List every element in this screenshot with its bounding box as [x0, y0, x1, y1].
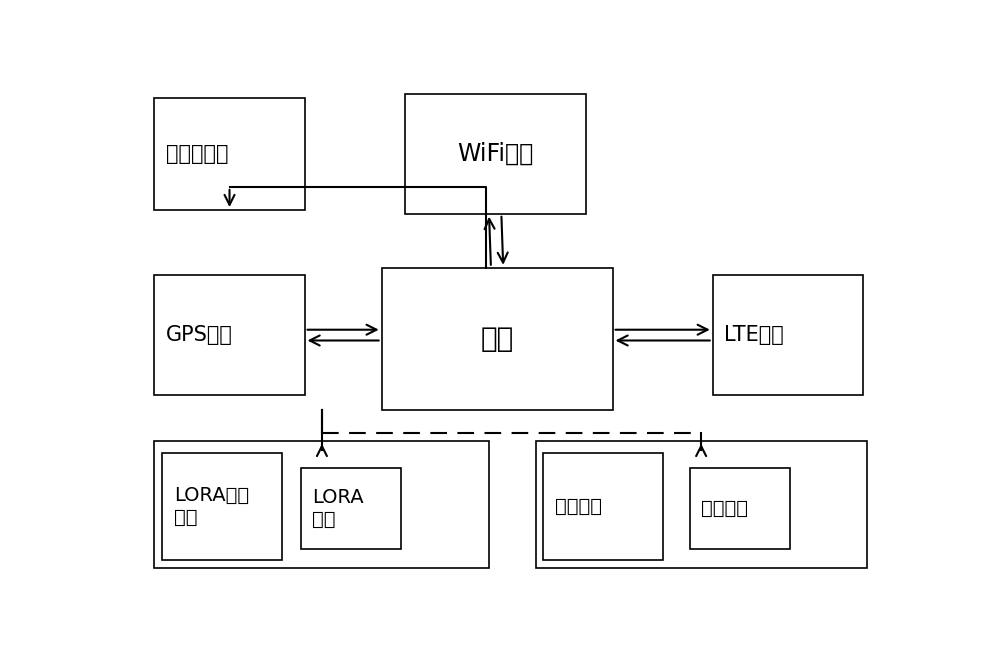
Bar: [154, 98, 305, 210]
Bar: [405, 94, 586, 214]
Bar: [154, 275, 305, 395]
Text: GPS模块: GPS模块: [166, 325, 233, 345]
Text: LORA无线
模块: LORA无线 模块: [174, 486, 249, 527]
Bar: [690, 468, 790, 549]
Text: 蓝牙模块: 蓝牙模块: [555, 497, 602, 516]
Bar: [713, 275, 863, 395]
Text: LORA
天线: LORA 天线: [312, 488, 364, 529]
Text: LTE模块: LTE模块: [724, 325, 784, 345]
Text: 主板: 主板: [480, 325, 514, 353]
Bar: [162, 453, 282, 560]
Bar: [154, 441, 489, 568]
Text: 以太网接口: 以太网接口: [166, 144, 228, 164]
Text: 蓝牙天线: 蓝牙天线: [701, 499, 748, 518]
Bar: [536, 441, 867, 568]
Text: WiFi模块: WiFi模块: [457, 142, 533, 166]
Bar: [382, 268, 613, 410]
Bar: [543, 453, 663, 560]
Bar: [301, 468, 401, 549]
